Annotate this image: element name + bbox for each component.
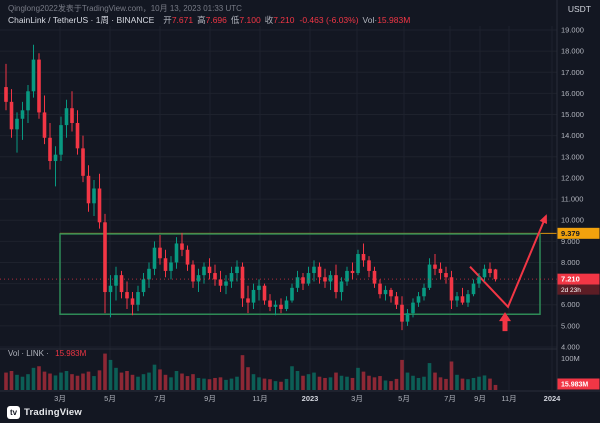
svg-text:14.000: 14.000 [561,131,584,140]
svg-text:9.000: 9.000 [561,237,580,246]
svg-text:18.000: 18.000 [561,47,584,56]
volume-layer [4,353,498,390]
svg-text:16.000: 16.000 [561,89,584,98]
svg-text:11月: 11月 [252,394,267,403]
svg-text:11月: 11月 [501,394,516,403]
svg-text:6.000: 6.000 [561,300,580,309]
svg-text:9.379: 9.379 [561,229,580,238]
svg-text:17.000: 17.000 [561,68,584,77]
svg-text:19.000: 19.000 [561,26,584,35]
svg-text:15.983M: 15.983M [561,382,588,389]
axis-dividers [0,0,600,392]
svg-text:5月: 5月 [104,394,116,403]
high-label: 高 [197,15,206,25]
orange-price-label [557,227,600,239]
volume-value-label [557,378,600,390]
svg-text:2023: 2023 [302,394,319,403]
svg-text:3月: 3月 [351,394,363,403]
quote-currency-label: USDT [567,4,591,14]
open-label: 开 [163,15,172,25]
grid-layer [0,26,557,390]
svg-text:12.000: 12.000 [561,173,584,182]
close-value: 7.210 [273,15,295,25]
svg-text:11.000: 11.000 [561,195,583,204]
tradingview-logo-icon: tv [7,406,20,419]
low-label: 低 [230,15,240,25]
svg-text:5.000: 5.000 [561,321,580,330]
svg-text:8.000: 8.000 [561,258,580,267]
svg-text:13.000: 13.000 [561,152,584,161]
volume-pane-legend[interactable]: Vol · LINK · 15.983M [8,349,86,358]
open-value: 7.671 [171,15,194,25]
range-box[interactable] [59,233,541,315]
header-volume-value: 15.983M [377,15,411,25]
annotation-layer [59,214,557,332]
change-value: -0.463 (-6.03%) [299,15,359,25]
bar-countdown-label [557,284,600,295]
svg-text:5月: 5月 [398,394,410,403]
tradingview-logo-text: TradingView [24,407,82,418]
svg-text:2024: 2024 [544,394,562,403]
svg-text:9月: 9月 [204,394,216,403]
high-value: 7.696 [205,15,227,25]
svg-text:7月: 7月 [444,394,456,403]
low-value: 7.100 [239,15,261,25]
forecast-trend-line[interactable] [469,215,547,309]
volume-pane-title: Vol · LINK · [8,349,49,358]
svg-text:7月: 7月 [154,394,166,403]
svg-text:15.000: 15.000 [561,110,584,119]
svg-text:7.210: 7.210 [561,275,580,284]
svg-text:10.000: 10.000 [561,216,584,225]
svg-text:2d 23h: 2d 23h [561,287,581,294]
close-label: 收 [264,15,274,25]
time-axis[interactable]: 3月 5月 7月 9月 11月 2023 3月 5月 7月 9月 11月 2024 [54,394,561,403]
volume-grid-label: 100M [561,354,580,363]
header-volume-label: Vol· [362,15,378,25]
share-watermark: Qinglong2022发表于TradingView.com，10月 13, 2… [8,4,242,13]
svg-text:4.000: 4.000 [561,343,580,352]
svg-text:9月: 9月 [474,394,486,403]
volume-pane-value: 15.983M [55,349,87,358]
symbol-legend: ChainLink / TetherUS · 1周 · BINANCE 开7.67… [8,14,410,26]
price-axis[interactable]: 4.0005.0006.0007.0008.0009.00010.00011.0… [557,26,600,390]
candles-layer [4,44,498,331]
up-arrow-marker[interactable] [499,312,511,332]
trend-arrowhead-icon [539,214,547,224]
tradingview-logo[interactable]: tv TradingView [7,406,82,419]
last-price-label [557,273,600,285]
svg-text:3月: 3月 [54,394,66,403]
symbol-title[interactable]: ChainLink / TetherUS · 1周 · BINANCE [8,15,155,25]
